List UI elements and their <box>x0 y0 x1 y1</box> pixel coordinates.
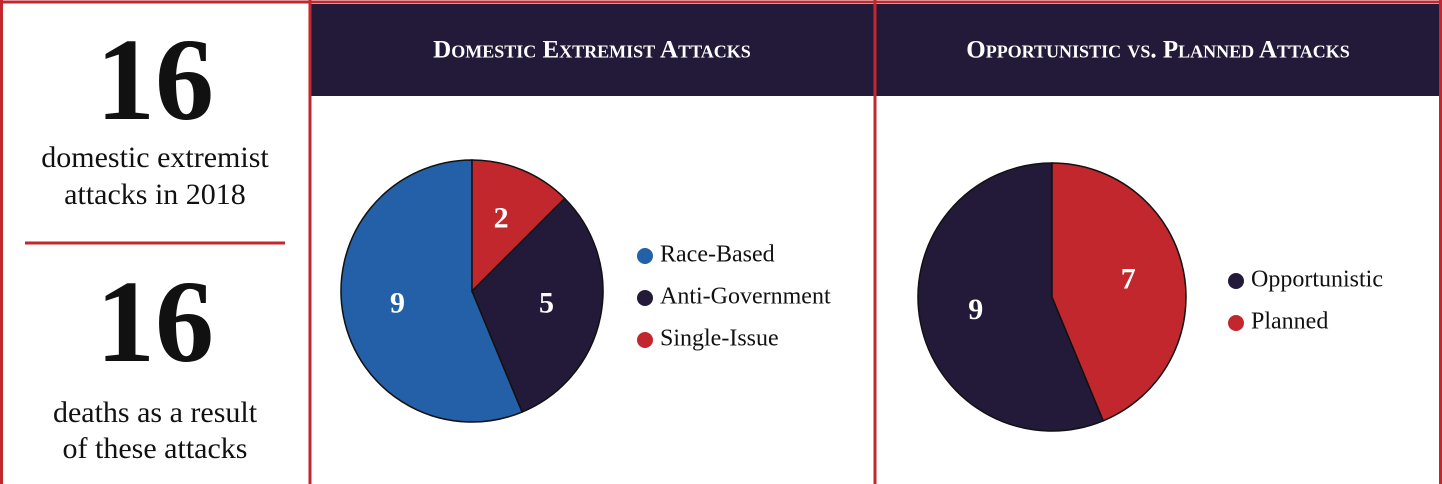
stat-number: 16 <box>96 14 214 145</box>
pie-slice <box>340 159 524 423</box>
legend-swatch <box>1228 273 1244 289</box>
pie-slice <box>471 197 604 414</box>
pie-slice <box>917 162 1105 432</box>
stat-number: 16 <box>96 256 214 387</box>
stat-text: deaths as a result <box>53 396 258 429</box>
legend-swatch <box>637 332 653 348</box>
legend-label: Race-Based <box>660 242 775 268</box>
chart-title: Domestic Extremist Attacks <box>433 37 751 64</box>
value-label: 9 <box>390 287 405 320</box>
legend-swatch <box>637 248 653 264</box>
legend-swatch <box>637 290 653 306</box>
legend-label: Opportunistic <box>1251 267 1383 293</box>
value-label: 2 <box>494 202 509 235</box>
pie-slice <box>1051 162 1187 422</box>
chart-title: Opportunistic vs. Planned Attacks <box>966 37 1349 64</box>
legend-label: Single-Issue <box>660 326 779 352</box>
value-label: 9 <box>968 293 983 326</box>
pie-slice <box>471 159 566 293</box>
legend-label: Anti-Government <box>660 284 831 310</box>
value-label: 7 <box>1121 263 1136 296</box>
legend-swatch <box>1228 315 1244 331</box>
value-label: 5 <box>539 287 554 320</box>
stat-text: attacks in 2018 <box>64 178 246 211</box>
stat-text: of these attacks <box>63 432 248 465</box>
legend-label: Planned <box>1251 309 1328 335</box>
stat-text: domestic extremist <box>41 141 269 174</box>
